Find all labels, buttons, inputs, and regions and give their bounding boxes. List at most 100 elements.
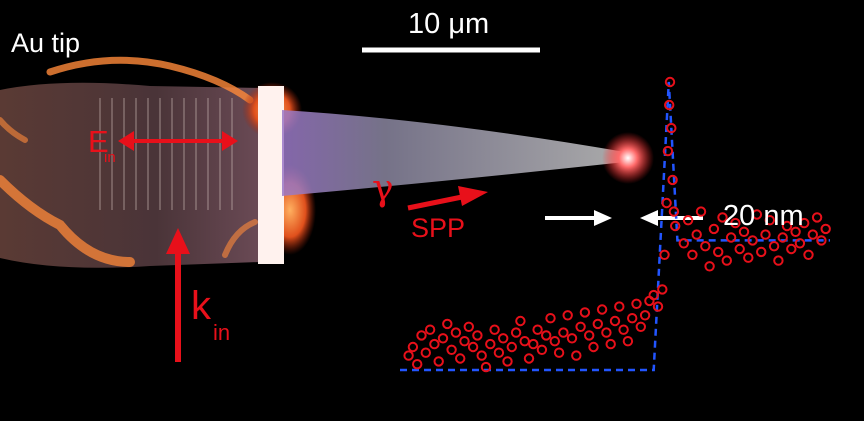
spp-arrow (407, 186, 488, 211)
spp-label: SPP (411, 213, 466, 243)
profile-point (506, 341, 517, 353)
profile-point (803, 249, 814, 261)
profile-point (545, 313, 556, 324)
profile-point (721, 255, 732, 266)
grating (99, 98, 233, 210)
profile-point (657, 284, 668, 295)
profile-point (502, 356, 513, 367)
profile-point (751, 209, 763, 220)
profile-point (446, 344, 457, 355)
profile-point (687, 249, 698, 261)
profile-point (678, 238, 689, 249)
profile-point (695, 206, 707, 217)
profile-point (403, 350, 414, 361)
profile-point (682, 215, 694, 226)
profile-point (541, 330, 552, 341)
profile-point (700, 241, 711, 252)
profile-point (605, 338, 616, 350)
profile-point (730, 217, 741, 229)
profile-point (596, 304, 608, 315)
tip-label: Au tip (11, 28, 81, 58)
profile-point (691, 229, 702, 240)
profile-point (717, 212, 728, 223)
step-profile (400, 81, 830, 372)
profile-point (639, 310, 651, 321)
profile-point (627, 313, 638, 324)
profile-point (781, 220, 793, 232)
profile-point (472, 330, 483, 341)
profile-point (631, 298, 642, 309)
profile-point (659, 249, 670, 261)
profile-point (777, 232, 788, 243)
field-subscript: in (104, 149, 116, 166)
grating-edge (258, 86, 284, 264)
profile-point (648, 289, 659, 301)
profile-point (725, 232, 737, 243)
profile-point (790, 226, 801, 238)
profile-point (609, 315, 621, 327)
profile-point (807, 229, 818, 240)
profile-point (459, 336, 470, 347)
profile-point (734, 243, 745, 255)
profile-point (562, 310, 573, 321)
profile-point (738, 226, 750, 238)
profile-point (442, 318, 453, 330)
tip-shaft (0, 82, 260, 268)
profile-point (532, 324, 543, 335)
profile-point (523, 353, 535, 364)
profile-point (493, 347, 505, 358)
profile-point (412, 359, 423, 370)
profile-point (455, 353, 466, 364)
profile-point (515, 315, 526, 327)
tip-taper (282, 110, 625, 196)
profile-point (668, 206, 680, 217)
profile-point (407, 341, 419, 353)
profile-point (566, 333, 578, 344)
profile-point (816, 235, 827, 246)
profile-point (429, 338, 440, 350)
profile-point (664, 76, 676, 88)
wavevector-subscript: in (213, 320, 231, 345)
scale-bar-label: 10 μm (408, 8, 490, 40)
profile-point (450, 327, 462, 338)
wavevector-label: k (191, 284, 211, 328)
profile-point (811, 212, 823, 223)
apex-glow (602, 132, 654, 184)
profile-point (480, 361, 492, 373)
profile-point (662, 145, 674, 157)
profile-point (571, 350, 582, 361)
profile-point (618, 324, 629, 335)
profile-point (670, 220, 681, 232)
profile-point (635, 321, 646, 332)
profile-point (536, 344, 548, 355)
profile-point (764, 215, 775, 226)
profile-point (476, 350, 487, 361)
profile-point (558, 327, 569, 338)
resolution-arrows (545, 210, 703, 226)
profile-point (485, 338, 496, 350)
profile-point (664, 99, 675, 111)
profile-point (416, 330, 427, 341)
field-label: E (88, 124, 109, 159)
profile-point (820, 223, 831, 235)
profile-point (519, 336, 530, 347)
scattered-light (0, 56, 258, 267)
profile-point (786, 243, 797, 255)
profile-point (713, 246, 724, 258)
profile-point (420, 347, 431, 358)
profile-point (433, 356, 444, 367)
profile-point (708, 223, 720, 235)
profile-point (463, 321, 474, 332)
profile-point (592, 318, 603, 330)
profile-point (622, 336, 634, 347)
profile-point (652, 301, 664, 312)
profile-point (575, 321, 586, 332)
profile-point (601, 327, 612, 338)
polarization-double-arrow (118, 131, 238, 151)
profile-point (498, 333, 509, 344)
profile-point (588, 341, 599, 353)
profile-point (614, 301, 625, 312)
profile-points (403, 76, 831, 373)
